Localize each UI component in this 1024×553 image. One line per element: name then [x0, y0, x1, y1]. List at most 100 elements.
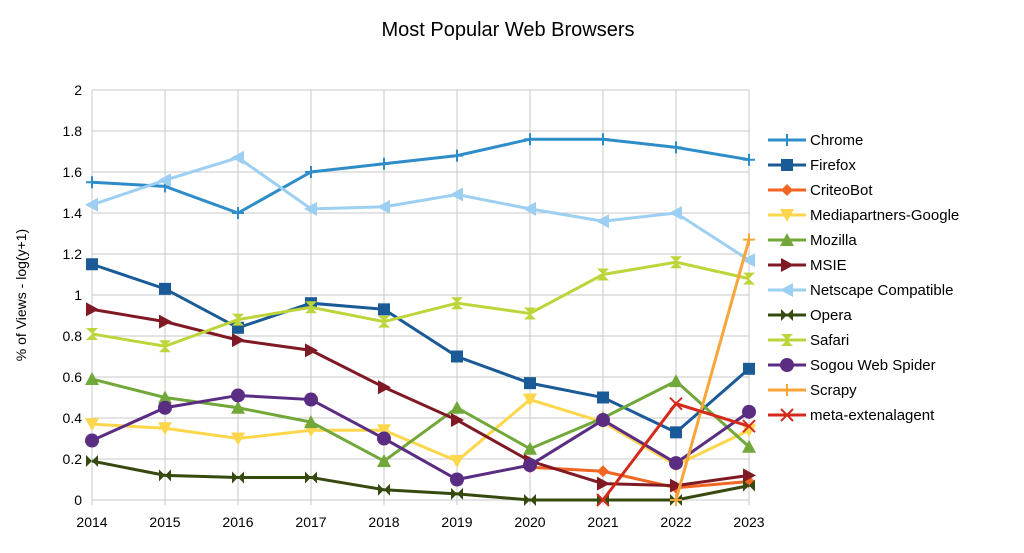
marker-shape [781, 134, 793, 146]
legend-label: Chrome [810, 132, 863, 149]
marker-shape [231, 400, 245, 414]
marker-shape [669, 206, 682, 220]
marker [524, 307, 536, 320]
x-tick-label: 2019 [441, 514, 472, 530]
marker [451, 149, 463, 162]
marker-shape [742, 424, 756, 438]
marker [742, 253, 755, 268]
y-tick-label: 1.4 [63, 205, 83, 221]
series-line [91, 393, 750, 482]
marker [305, 343, 318, 358]
marker [780, 283, 793, 297]
marker [669, 396, 683, 411]
marker-shape [596, 214, 609, 229]
marker-shape [523, 441, 537, 455]
marker-shape [159, 340, 171, 347]
marker [451, 350, 463, 363]
x-tick-label: 2023 [733, 514, 764, 530]
marker-shape [669, 396, 683, 411]
marker [378, 315, 390, 328]
marker [781, 384, 793, 396]
legend-item: Netscape Compatible [768, 282, 953, 299]
marker [450, 455, 464, 469]
marker-shape [238, 471, 244, 484]
marker [780, 209, 794, 222]
legend-item: Mediapartners-Google [768, 207, 959, 224]
marker [232, 333, 245, 348]
legend-item: Chrome [768, 132, 863, 149]
x-tick-label: 2016 [222, 514, 253, 530]
marker-shape [451, 303, 463, 310]
marker-shape [378, 157, 390, 170]
marker-shape [231, 388, 245, 403]
marker-shape [231, 150, 244, 165]
marker [670, 141, 682, 154]
marker-shape [450, 472, 464, 487]
legend-label: Sogou Web Spider [810, 357, 936, 374]
marker-shape [451, 149, 463, 162]
marker [743, 233, 755, 246]
marker [742, 404, 756, 419]
marker-shape [670, 478, 683, 493]
series-opera [86, 455, 755, 506]
series-line [91, 262, 750, 435]
marker-shape [159, 469, 165, 482]
marker [743, 468, 756, 483]
marker-shape [384, 483, 390, 496]
marker-shape [781, 258, 794, 272]
marker [780, 233, 794, 246]
marker-shape [781, 309, 787, 321]
marker-shape [158, 390, 172, 404]
marker-shape [603, 494, 609, 506]
marker [781, 159, 793, 171]
marker [377, 454, 391, 468]
marker [596, 214, 609, 229]
marker-shape [451, 297, 463, 304]
series-line [91, 397, 750, 467]
marker [743, 153, 755, 166]
marker-shape [670, 426, 682, 439]
legend-label: MSIE [810, 257, 847, 274]
marker-shape [377, 431, 391, 446]
marker-shape [523, 458, 537, 473]
marker [231, 432, 245, 446]
marker-shape [85, 433, 99, 448]
marker [159, 469, 171, 482]
marker-shape [523, 201, 536, 216]
series-netscape-compatible [85, 150, 755, 268]
series-line [674, 239, 751, 501]
marker-shape [524, 307, 536, 314]
marker-shape [670, 256, 682, 263]
legend-item: Opera [768, 307, 852, 324]
x-tick-label: 2018 [368, 514, 399, 530]
marker-shape [232, 313, 244, 320]
marker-shape [780, 209, 794, 222]
marker-shape [304, 415, 318, 429]
marker [85, 433, 99, 448]
legend-label: meta-extenalagent [810, 407, 935, 424]
marker-shape [159, 282, 171, 295]
marker-shape [86, 176, 98, 189]
marker-shape [781, 184, 793, 196]
marker-shape [597, 494, 603, 506]
marker-shape [749, 479, 755, 492]
marker [86, 455, 98, 468]
marker-shape [232, 471, 238, 484]
marker [742, 439, 756, 453]
y-tick-label: 0.2 [63, 451, 83, 467]
legend-item: Sogou Web Spider [768, 357, 936, 374]
marker-shape [597, 476, 610, 491]
marker [596, 413, 610, 428]
marker-shape [378, 303, 390, 316]
series-chrome [86, 133, 755, 219]
marker-shape [743, 278, 755, 285]
marker [378, 483, 390, 496]
marker-shape [781, 384, 793, 396]
marker [86, 302, 99, 317]
legend-item: CriteoBot [768, 182, 873, 199]
marker-shape [158, 422, 172, 436]
legend-label: Netscape Compatible [810, 282, 953, 299]
marker-shape [742, 253, 755, 268]
marker-shape [451, 413, 464, 428]
marker [669, 374, 683, 388]
